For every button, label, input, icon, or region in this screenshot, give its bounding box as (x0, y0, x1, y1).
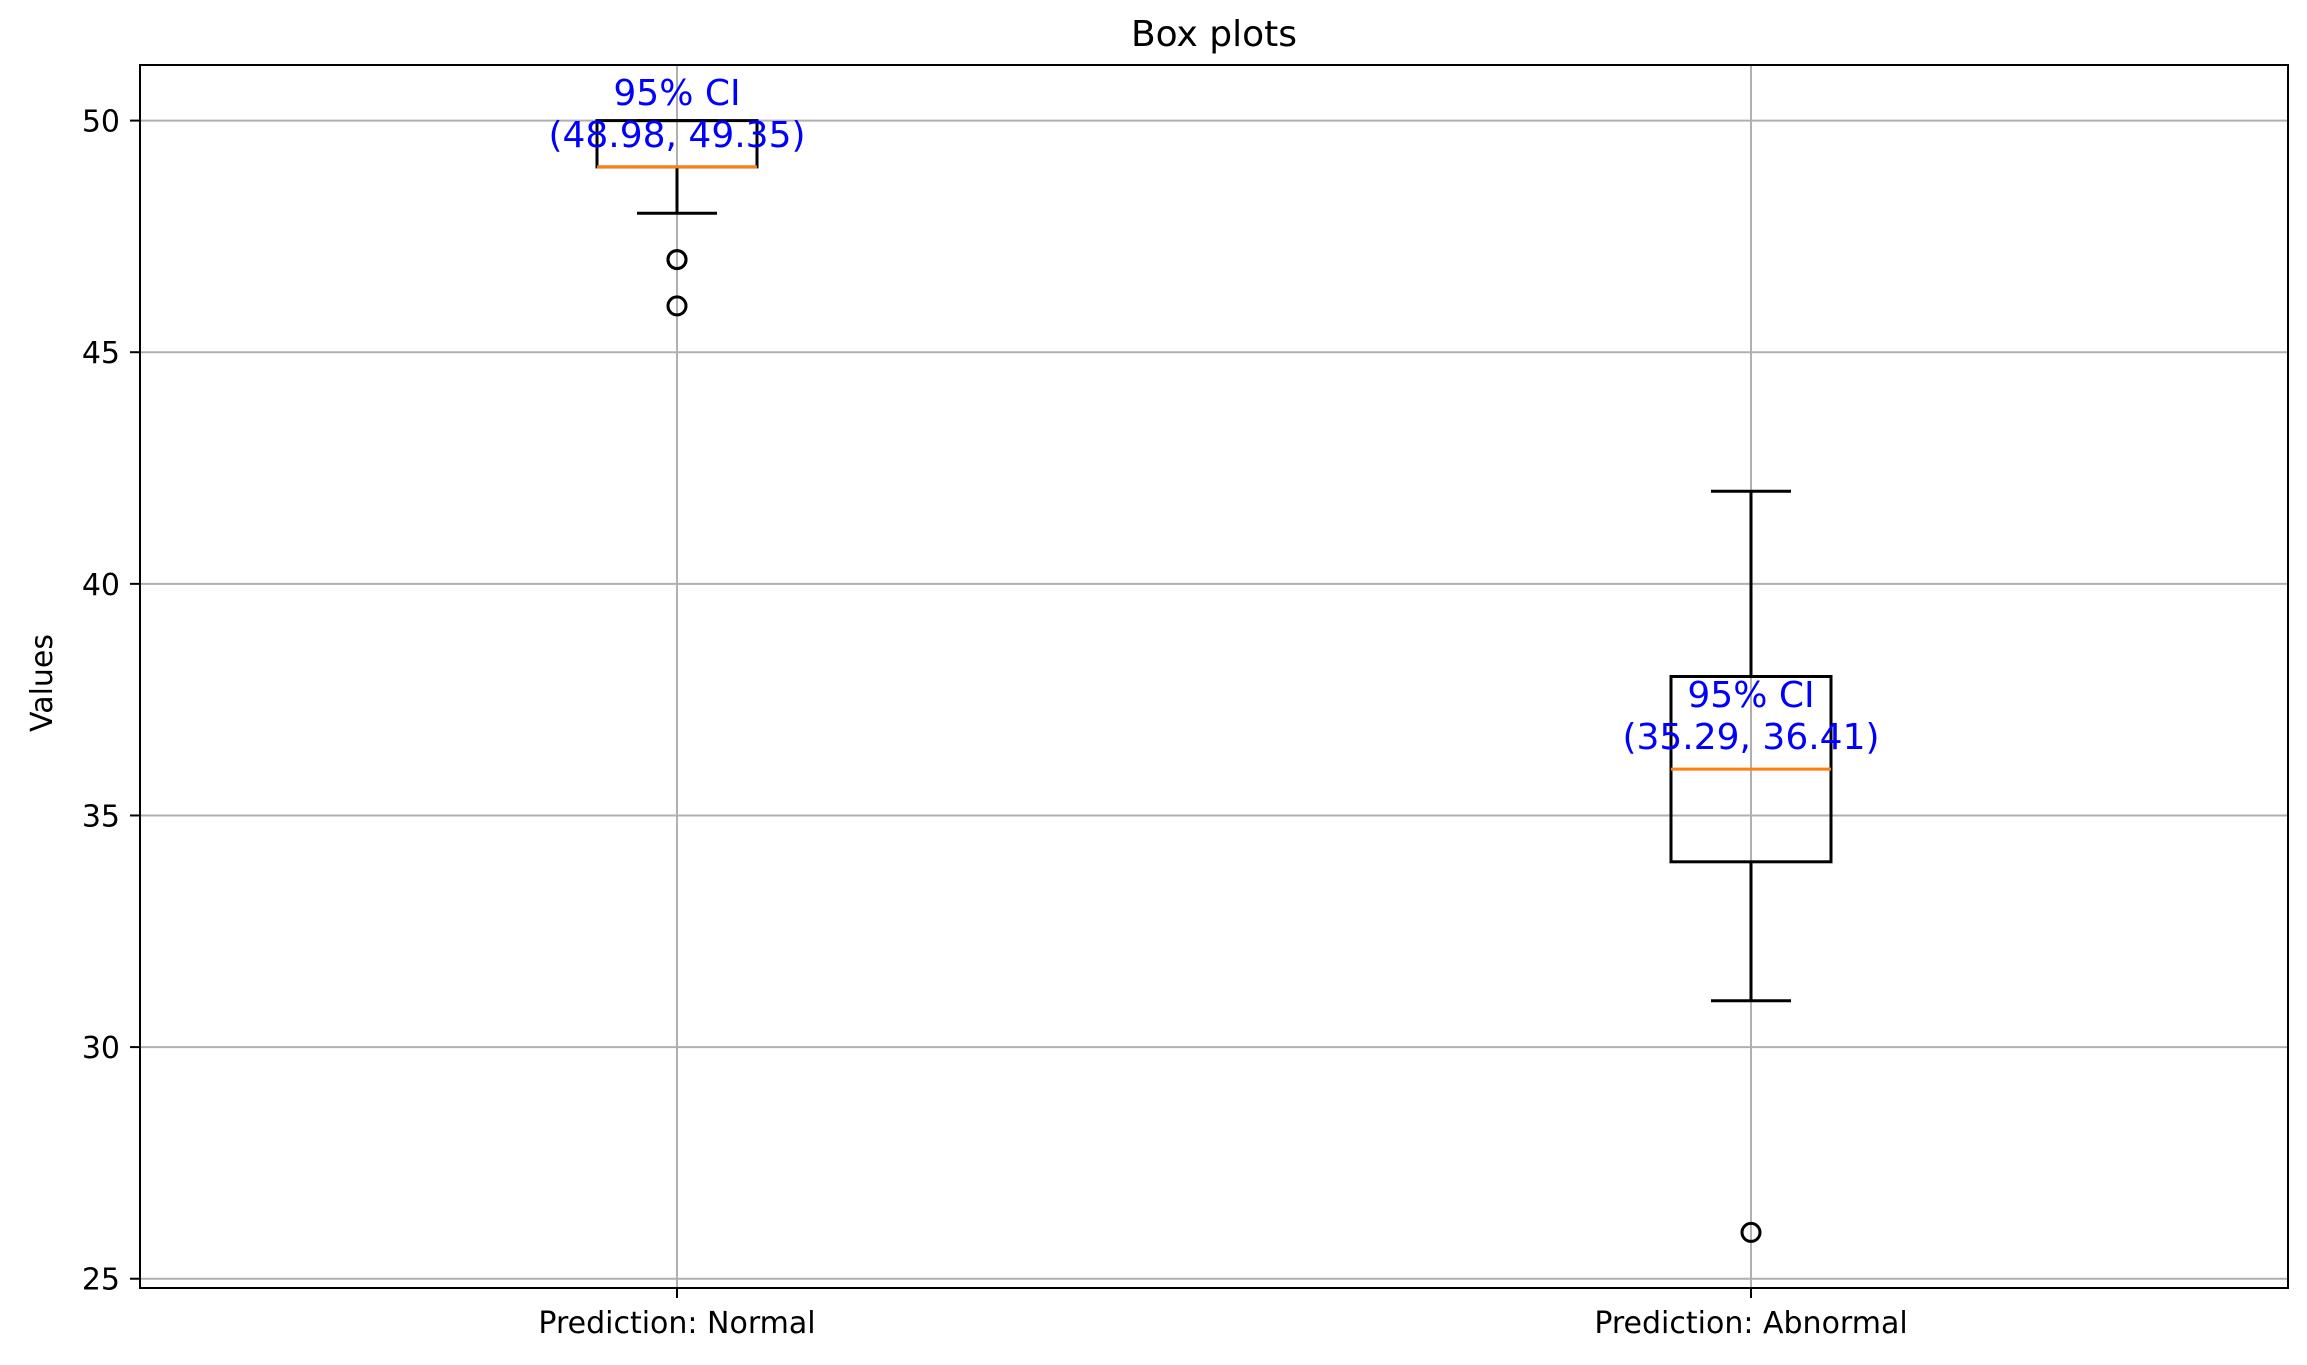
y-tick-label: 35 (82, 799, 120, 834)
outlier-point (666, 295, 688, 317)
axis-ticks: 25 30 35 40 45 50 Prediction: Normal Prediction… (82, 105, 1908, 1341)
ci-interval: (48.98, 49.35) (548, 115, 805, 156)
ci-title: 95% CI (613, 73, 740, 114)
outlier-point (1740, 1221, 1762, 1243)
boxes (595, 119, 1833, 1243)
y-tick-label: 45 (82, 336, 120, 371)
box-group (1669, 489, 1833, 1243)
ci-interval: (35.29, 36.41) (1622, 717, 1879, 758)
y-tick-label: 30 (82, 1031, 120, 1066)
x-tick-label: Prediction: Normal (538, 1306, 815, 1341)
plot-frame (139, 64, 2289, 1289)
y-tick-label: 25 (82, 1263, 120, 1298)
box-group (595, 119, 759, 317)
ci-annotations: 95% CI(48.98, 49.35)95% CI(35.29, 36.41) (548, 73, 1879, 758)
y-tick-label: 40 (82, 568, 120, 603)
grid-lines (140, 65, 2288, 1288)
ci-title: 95% CI (1687, 675, 1814, 716)
x-tick-label: Prediction: Abnormal (1594, 1306, 1907, 1341)
outlier-point (666, 249, 688, 271)
y-axis-title: Values (25, 634, 60, 732)
y-tick-label: 50 (82, 105, 120, 140)
chart-title: Box plots (1131, 14, 1297, 55)
